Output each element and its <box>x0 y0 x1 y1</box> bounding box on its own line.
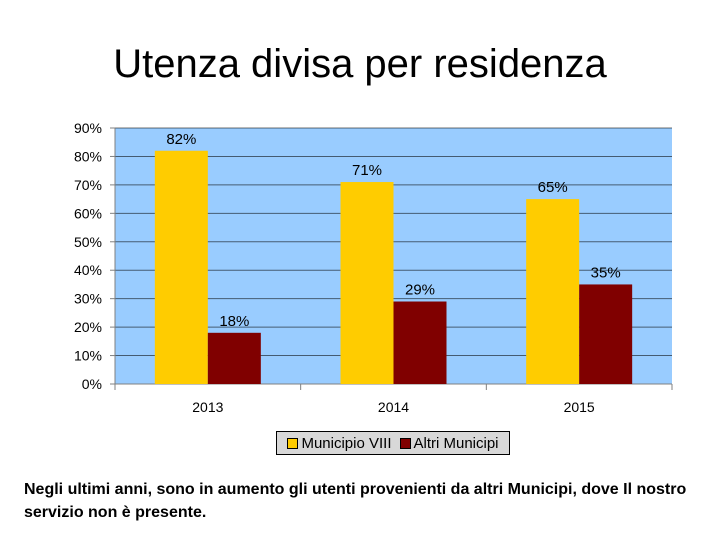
x-tick-label: 2015 <box>564 399 595 415</box>
y-tick-label: 60% <box>74 205 102 221</box>
legend-swatch-municipio-viii <box>287 437 299 449</box>
bar <box>393 301 447 384</box>
data-label: 71% <box>352 162 382 179</box>
y-tick-label: 50% <box>74 234 102 250</box>
legend-label-altri-municipi: Altri Municipi <box>413 434 499 452</box>
y-tick-label: 20% <box>74 319 102 335</box>
data-label: 82% <box>166 131 196 148</box>
y-tick-label: 70% <box>74 177 102 193</box>
y-tick-label: 30% <box>74 291 102 307</box>
y-tick-label: 0% <box>82 376 102 392</box>
bar <box>579 284 633 384</box>
y-tick-label: 90% <box>74 120 102 136</box>
chart-legend: Municipio VIII Altri Municipi <box>276 431 510 455</box>
bar <box>340 182 394 384</box>
legend-swatch-altri-municipi <box>399 437 411 449</box>
y-tick-label: 40% <box>74 262 102 278</box>
data-label: 18% <box>219 313 249 330</box>
y-tick-label: 10% <box>74 348 102 364</box>
bar <box>526 199 580 384</box>
legend-item-altri-municipi: Altri Municipi <box>399 434 499 452</box>
data-label: 35% <box>591 264 621 281</box>
data-label: 65% <box>538 179 568 196</box>
bar <box>207 332 261 384</box>
bar <box>154 150 208 384</box>
legend-label-municipio-viii: Municipio VIII <box>301 434 392 452</box>
x-tick-label: 2013 <box>192 399 223 415</box>
legend-item-municipio-viii: Municipio VIII <box>287 434 392 452</box>
slide-title: Utenza divisa per residenza <box>113 42 607 86</box>
y-tick-label: 80% <box>74 148 102 164</box>
slide-caption: Negli ultimi anni, sono in aumento gli u… <box>24 481 687 521</box>
data-label: 29% <box>405 282 435 299</box>
x-tick-label: 2014 <box>378 399 409 415</box>
